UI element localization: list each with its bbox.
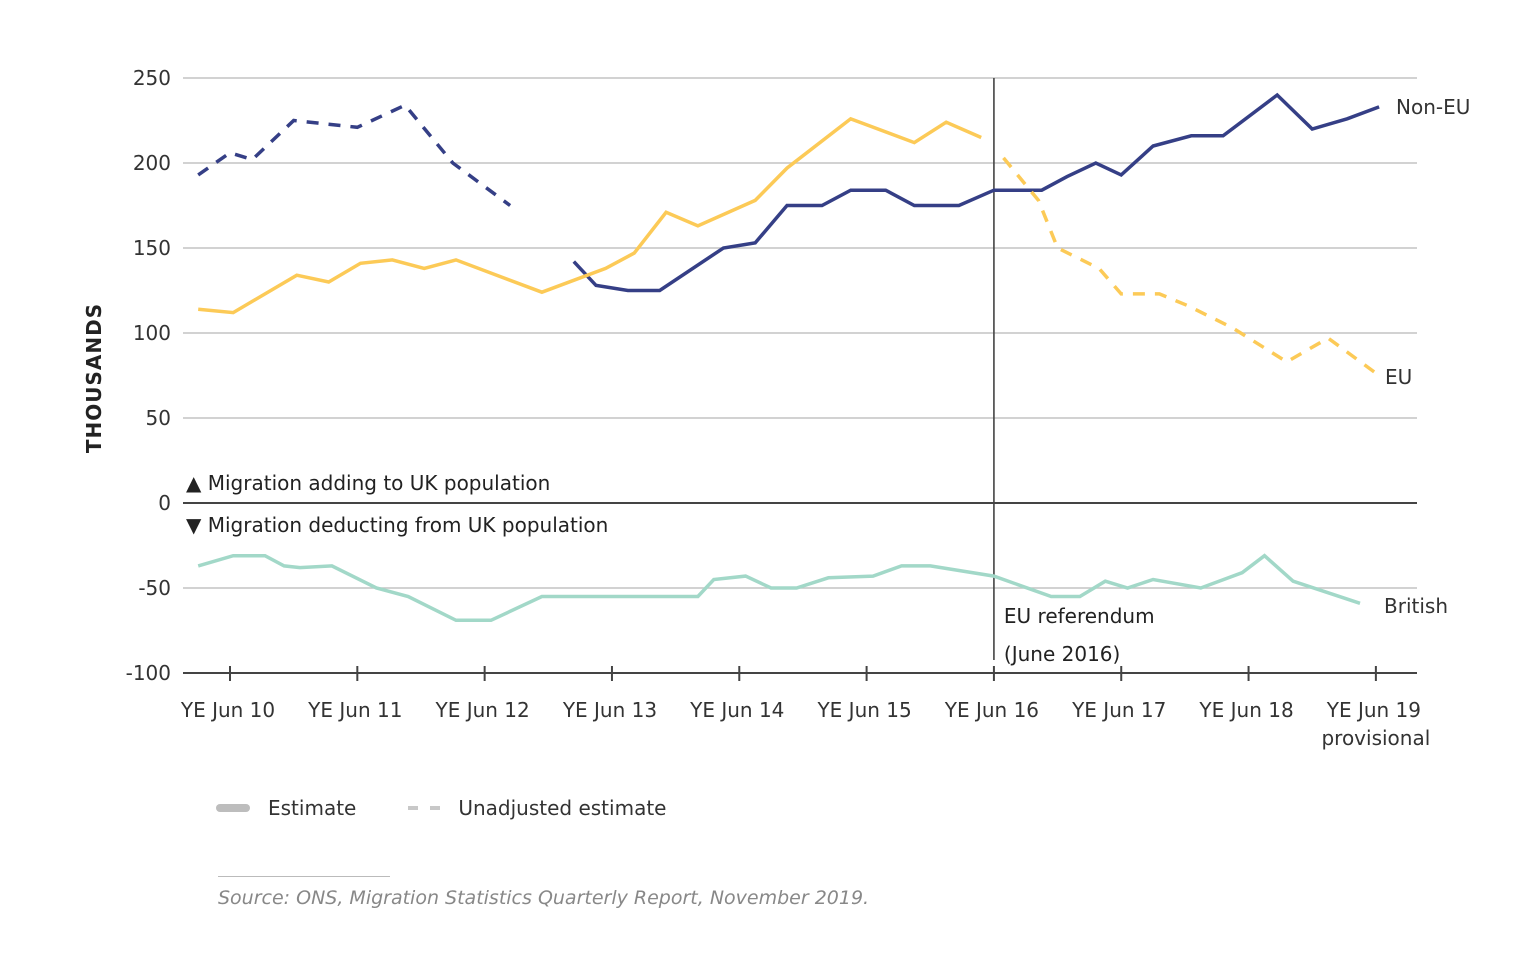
series-label-british: British [1384,594,1448,618]
series-non-eu-estimate [572,92,1380,293]
annotation-adding: ▲ Migration adding to UK population [186,471,550,495]
y-tick-label: -50 [138,576,171,600]
legend-dashed-swatch [408,806,443,810]
x-tick-label: YE Jun 15 [816,698,911,722]
series-non-eu-unadjusted [197,103,512,207]
series-eu-unadjusted [1002,156,1381,377]
y-tick-label: 0 [158,491,171,515]
series-label-non-eu: Non-EU [1396,95,1470,119]
annotation-deducting: ▼ Migration deducting from UK population [186,513,608,537]
y-tick-label: 200 [133,151,171,175]
legend-solid-swatch [216,804,250,812]
source-divider [218,876,390,877]
series-label-eu: EU [1385,365,1412,389]
x-tick-label: YE Jun 19 [1326,698,1421,722]
x-tick-label: YE Jun 17 [1071,698,1166,722]
series-eu-estimate [198,116,982,315]
x-tick-label: YE Jun 12 [434,698,529,722]
y-tick-label: 150 [133,236,171,260]
y-tick-label: 100 [133,321,171,345]
legend: Estimate Unadjusted estimate [216,796,666,820]
gridlines [183,77,1417,674]
x-tick-label: YE Jun 18 [1198,698,1293,722]
y-tick-label: 250 [133,66,171,90]
y-axis-label: THOUSANDS [82,303,106,453]
x-tick-label: YE Jun 14 [689,698,784,722]
x-tick-label: YE Jun 16 [944,698,1039,722]
y-tick-label: -100 [126,661,171,685]
x-axis: YE Jun 10 YE Jun 11 YE Jun 12 YE Jun 13 YE J… [180,666,1430,750]
legend-estimate-label: Estimate [268,796,357,820]
x-tick-sublabel: provisional [1321,726,1430,750]
referendum-label-line2: (June 2016) [1004,642,1120,666]
source-note: Source: ONS, Migration Statistics Quarte… [218,887,870,909]
series-lines [197,92,1381,623]
y-axis-ticks: 250 200 150 100 50 0 -50 -100 [126,66,171,685]
x-tick-label: YE Jun 11 [307,698,402,722]
referendum-label-line1: EU referendum [1004,604,1155,628]
legend-unadjusted-label: Unadjusted estimate [458,796,667,820]
x-tick-label: YE Jun 10 [180,698,275,722]
x-tick-label: YE Jun 13 [562,698,657,722]
y-tick-label: 50 [146,406,171,430]
